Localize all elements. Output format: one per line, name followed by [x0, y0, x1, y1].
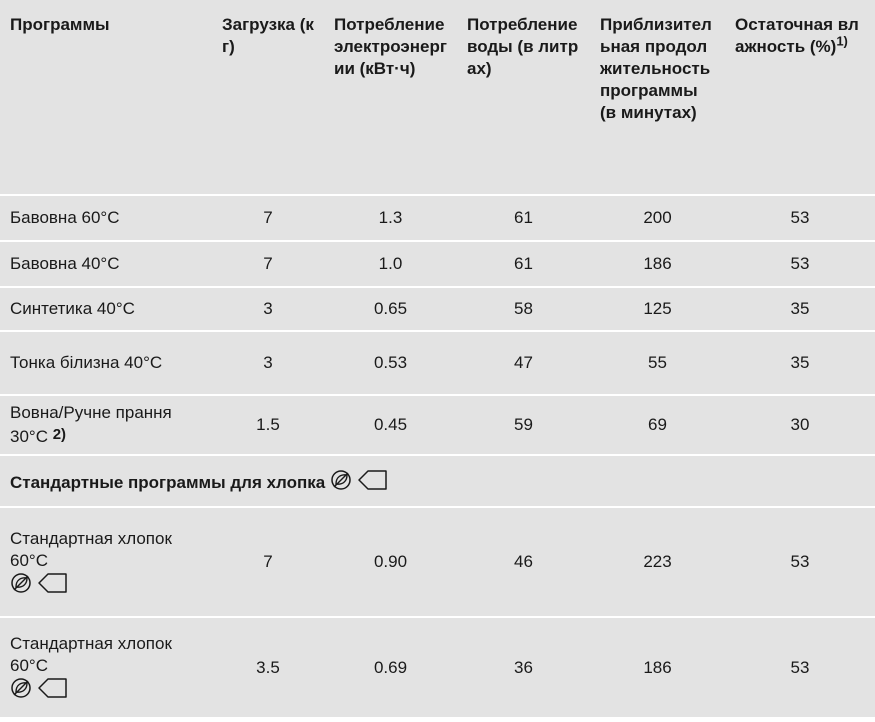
cell-text: Стандартная хлопок 60°C — [10, 528, 172, 570]
cell: 0.45 — [324, 395, 457, 456]
cell: 125 — [590, 287, 725, 332]
cell: 3 — [212, 287, 324, 332]
cell: 30 — [725, 395, 875, 456]
cell: 1.3 — [324, 195, 457, 242]
cell: 53 — [725, 195, 875, 242]
header-cell: Потребление электроэнергии (кВт·ч) — [324, 0, 457, 196]
cell: 3 — [212, 331, 324, 396]
header-cell: Потребление воды (в литрах) — [457, 0, 590, 196]
cell: 61 — [457, 195, 590, 242]
cell: 7 — [212, 507, 324, 618]
section-row: Стандартные программы для хлопка — [0, 455, 875, 508]
cell: 1.5 — [212, 395, 324, 456]
eco-icon — [11, 678, 67, 698]
row: Стандартная хлопок 60°C 3.5 0.69 36 186 53 — [0, 617, 875, 717]
cell: Вовна/Ручне прання 30°C 2) — [0, 395, 212, 456]
row: Стандартная хлопок 60°C 7 0.90 46 223 53 — [0, 507, 875, 618]
cell: 1.0 — [324, 241, 457, 288]
row: Тонка білизна 40°C 3 0.53 47 55 35 — [0, 331, 875, 396]
cell: 223 — [590, 507, 725, 618]
cell: Бавовна 40°C — [0, 241, 212, 288]
cell: 59 — [457, 395, 590, 456]
cell: 0.90 — [324, 507, 457, 618]
header-cell: Программы — [0, 0, 212, 196]
cell: 53 — [725, 617, 875, 717]
footnote-mark: 2) — [52, 426, 67, 443]
footnote-mark: 1) — [836, 33, 848, 49]
cell: Синтетика 40°C — [0, 287, 212, 332]
header-cell: Загрузка (кг) — [212, 0, 324, 196]
eco-icon — [331, 469, 387, 490]
cell: 46 — [457, 507, 590, 618]
cell: 69 — [590, 395, 725, 456]
cell: 53 — [725, 507, 875, 618]
cell: 47 — [457, 331, 590, 396]
cell: 3.5 — [212, 617, 324, 717]
row: Вовна/Ручне прання 30°C 2) 1.5 0.45 59 69 30 — [0, 395, 875, 456]
header-text: Остаточная влажность (%) — [735, 15, 859, 56]
cell: 186 — [590, 241, 725, 288]
cell: 7 — [212, 195, 324, 242]
cell: 0.69 — [324, 617, 457, 717]
cell: 36 — [457, 617, 590, 717]
cell: 7 — [212, 241, 324, 288]
section-title: Стандартные программы для хлопка — [10, 472, 326, 492]
header-cell: Остаточная влажность (%)1) — [725, 0, 875, 196]
header-cell: Приблизительная продолжительность програ… — [590, 0, 725, 196]
cell: 35 — [725, 287, 875, 332]
row: Синтетика 40°C 3 0.65 58 125 35 — [0, 287, 875, 332]
cell: Стандартная хлопок 60°C — [0, 617, 212, 717]
eco-icon — [11, 572, 67, 593]
cell: 0.53 — [324, 331, 457, 396]
row: Бавовна 60°C 7 1.3 61 200 53 — [0, 195, 875, 242]
cell: 0.65 — [324, 287, 457, 332]
cell: 58 — [457, 287, 590, 332]
cell: 61 — [457, 241, 590, 288]
cell: 186 — [590, 617, 725, 717]
section-cell: Стандартные программы для хлопка — [0, 455, 875, 508]
cell: Тонка білизна 40°C — [0, 331, 212, 396]
cell: 200 — [590, 195, 725, 242]
cell: Стандартная хлопок 60°C — [0, 507, 212, 618]
cell-text: Стандартная хлопок 60°C — [10, 634, 172, 675]
header-row: Программы Загрузка (кг) Потребление элек… — [0, 0, 875, 196]
cell-text: Вовна/Ручне прання 30°C — [10, 403, 172, 446]
cell: 35 — [725, 331, 875, 396]
cell: 53 — [725, 241, 875, 288]
row: Бавовна 40°C 7 1.0 61 186 53 — [0, 241, 875, 288]
cell: 55 — [590, 331, 725, 396]
cell: Бавовна 60°C — [0, 195, 212, 242]
